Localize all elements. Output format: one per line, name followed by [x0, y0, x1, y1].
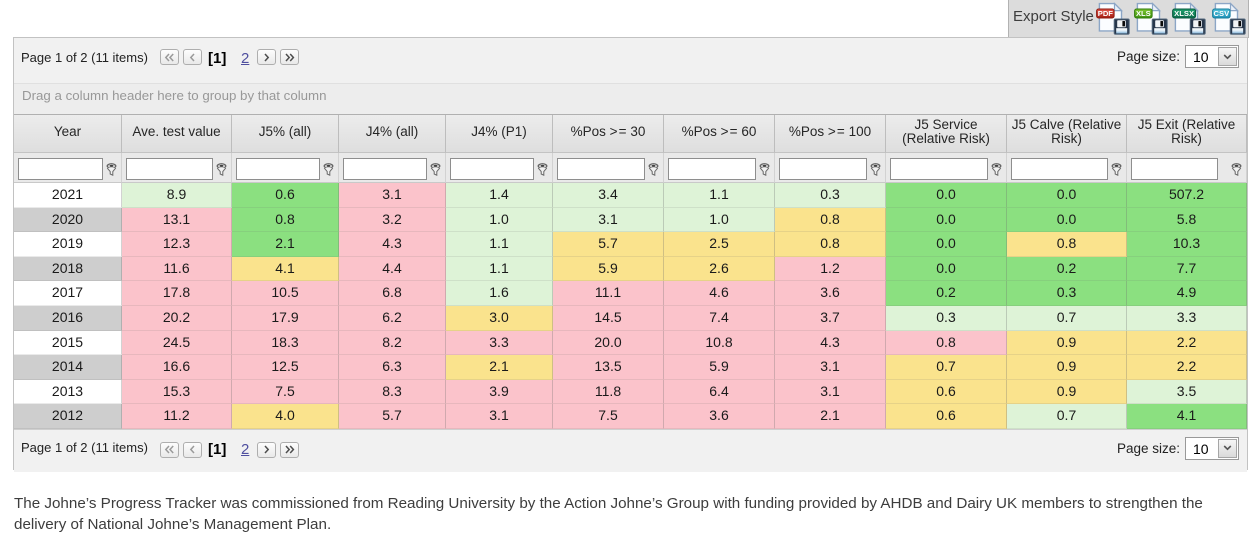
svg-text:PDF: PDF — [1098, 9, 1114, 18]
svg-text:CSV: CSV — [1214, 9, 1231, 18]
svg-text:XLSX: XLSX — [1174, 9, 1194, 18]
svg-text:XLS: XLS — [1136, 9, 1151, 18]
